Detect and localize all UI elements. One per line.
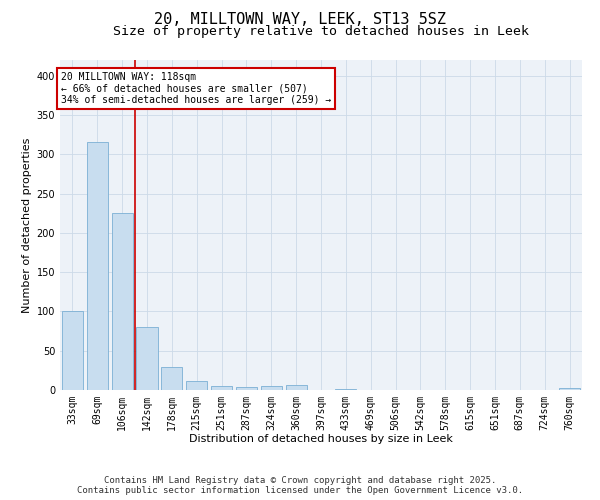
- Bar: [161, 367, 182, 390]
- Bar: [236, 387, 257, 390]
- X-axis label: Distribution of detached houses by size in Leek: Distribution of detached houses by size …: [189, 434, 453, 444]
- Bar: [186, 382, 207, 390]
- Bar: [112, 213, 133, 390]
- Bar: [136, 327, 158, 390]
- Bar: [286, 386, 307, 390]
- Bar: [62, 312, 83, 390]
- Bar: [211, 386, 232, 390]
- Bar: [87, 142, 108, 390]
- Y-axis label: Number of detached properties: Number of detached properties: [22, 138, 32, 312]
- Bar: [559, 388, 580, 390]
- Text: 20, MILLTOWN WAY, LEEK, ST13 5SZ: 20, MILLTOWN WAY, LEEK, ST13 5SZ: [154, 12, 446, 28]
- Text: 20 MILLTOWN WAY: 118sqm
← 66% of detached houses are smaller (507)
34% of semi-d: 20 MILLTOWN WAY: 118sqm ← 66% of detache…: [61, 72, 331, 105]
- Bar: [335, 389, 356, 390]
- Bar: [261, 386, 282, 390]
- Text: Contains HM Land Registry data © Crown copyright and database right 2025.
Contai: Contains HM Land Registry data © Crown c…: [77, 476, 523, 495]
- Title: Size of property relative to detached houses in Leek: Size of property relative to detached ho…: [113, 25, 529, 38]
